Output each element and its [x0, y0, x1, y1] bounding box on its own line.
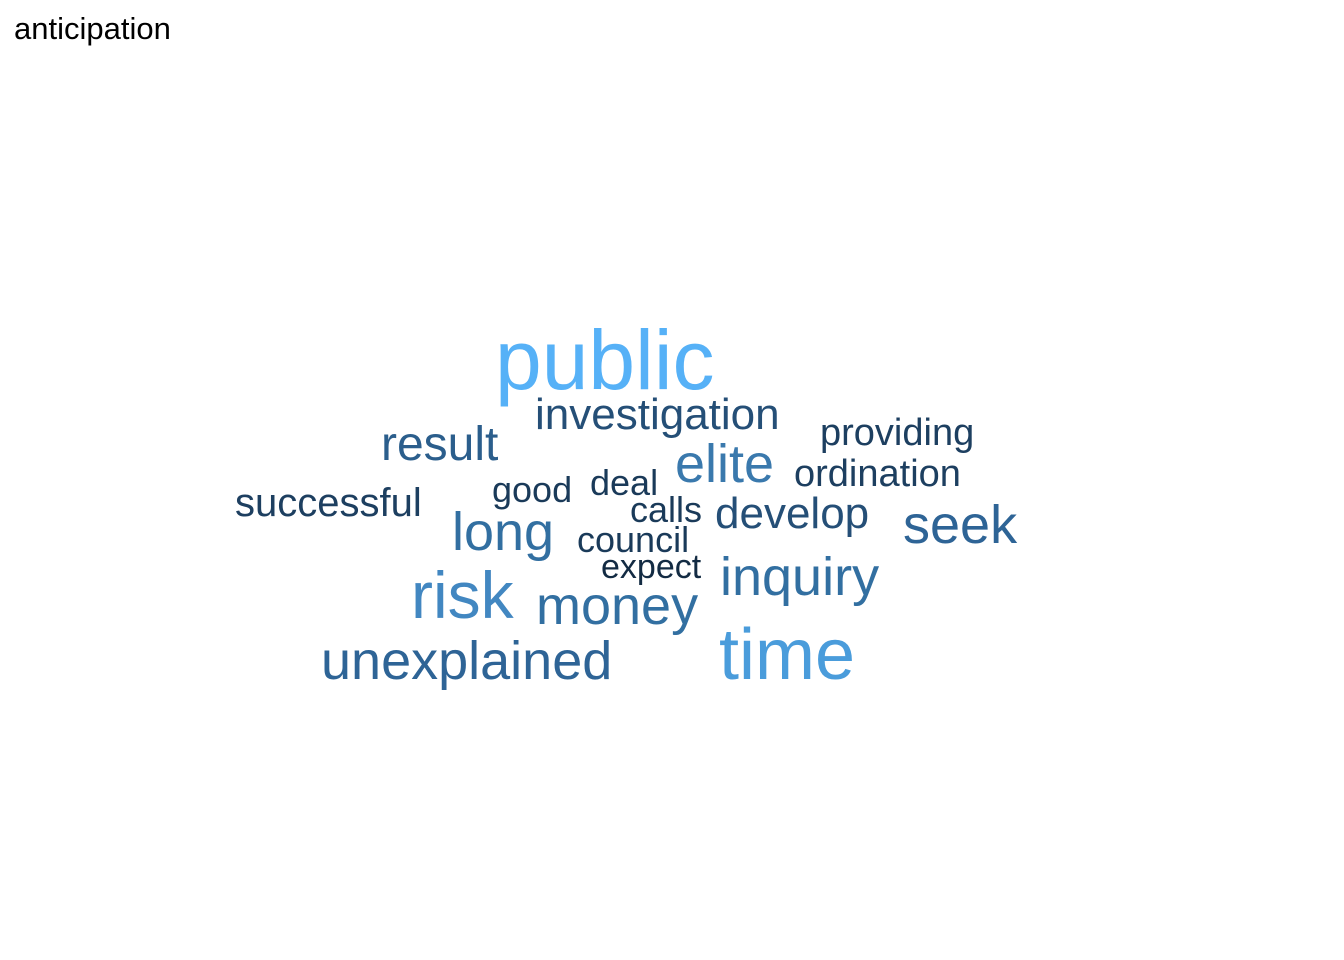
word-long: long [452, 502, 554, 562]
word-unexplained: unexplained [321, 631, 612, 691]
word-ordination: ordination [794, 453, 961, 495]
word-time: time [719, 615, 855, 695]
word-risk: risk [411, 558, 515, 632]
word-providing: providing [820, 412, 974, 454]
word-seek: seek [903, 495, 1018, 555]
word-result: result [381, 418, 498, 471]
word-good: good [492, 469, 572, 510]
word-successful: successful [235, 481, 422, 525]
word-inquiry: inquiry [720, 547, 879, 607]
word-money: money [536, 576, 698, 636]
word-develop: develop [715, 489, 869, 538]
word-elite: elite [675, 434, 774, 494]
word-council: council [577, 519, 689, 560]
word-expect: expect [601, 548, 702, 586]
word-calls: calls [630, 489, 702, 530]
word-public: public [495, 313, 714, 407]
chart-title: anticipation [14, 11, 171, 46]
word-investigation: investigation [535, 390, 780, 439]
word-deal: deal [590, 462, 658, 503]
